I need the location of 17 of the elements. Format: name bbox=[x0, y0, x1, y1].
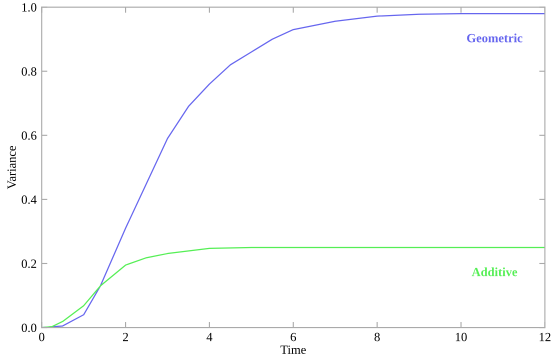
x-tick-label: 4 bbox=[206, 332, 212, 342]
x-tick-label: 10 bbox=[456, 332, 467, 342]
y-tick-label: 0.0 bbox=[22, 324, 36, 332]
x-tick-label: 6 bbox=[290, 332, 296, 342]
y-tick-label: 1.0 bbox=[22, 3, 36, 12]
series-label: Additive bbox=[472, 267, 518, 276]
y-axis-title: Variance bbox=[7, 146, 16, 190]
series-label: Geometric bbox=[467, 34, 522, 42]
y-tick-label: 0.2 bbox=[22, 260, 36, 268]
x-tick-label: 8 bbox=[374, 332, 380, 342]
y-tick-label: 0.8 bbox=[22, 67, 36, 76]
y-tick-label: 0.4 bbox=[22, 195, 37, 204]
x-tick-label: 0 bbox=[39, 332, 44, 342]
x-tick-label: 2 bbox=[122, 332, 128, 342]
x-tick-label: 12 bbox=[540, 332, 550, 342]
y-tick-label: 0.6 bbox=[22, 131, 36, 140]
x-axis-title: Time bbox=[280, 346, 306, 354]
